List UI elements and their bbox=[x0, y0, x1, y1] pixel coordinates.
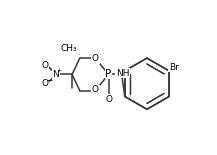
Text: O: O bbox=[41, 61, 48, 70]
Text: NH: NH bbox=[116, 69, 129, 78]
Text: N: N bbox=[53, 70, 59, 79]
Text: −: − bbox=[46, 76, 52, 85]
Text: O: O bbox=[92, 85, 99, 94]
Text: CH₃: CH₃ bbox=[61, 44, 77, 53]
Text: O: O bbox=[41, 79, 48, 88]
Text: +: + bbox=[57, 68, 62, 73]
Text: Br: Br bbox=[169, 62, 179, 72]
Text: O: O bbox=[92, 54, 99, 63]
Text: O: O bbox=[105, 95, 112, 104]
Text: P: P bbox=[105, 69, 112, 79]
